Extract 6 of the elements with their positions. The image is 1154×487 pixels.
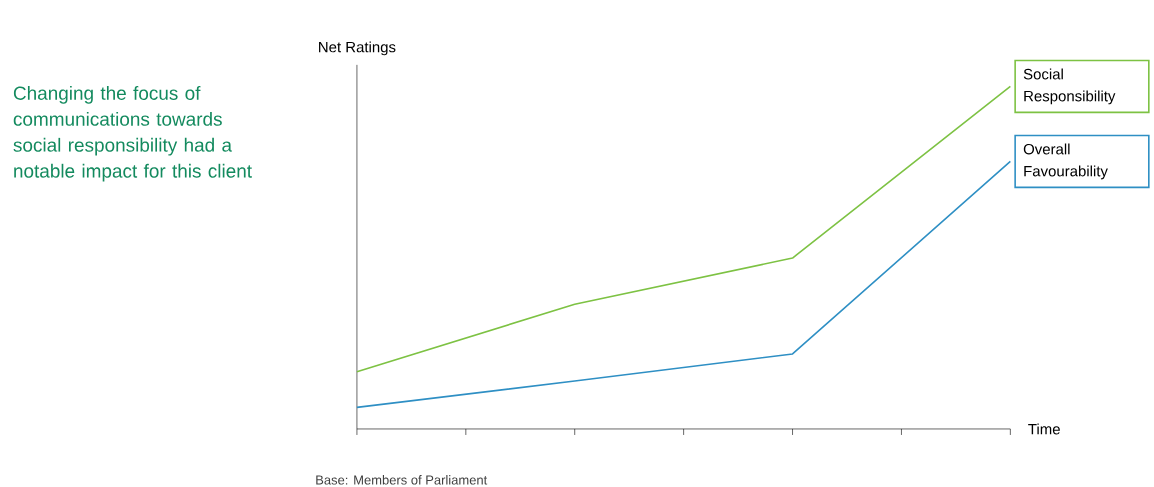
text: Base: Members of Parliament bbox=[316, 475, 488, 485]
x-axis-title: Time bbox=[1028, 423, 1060, 435]
y-axis-title: Net Ratings bbox=[319, 41, 396, 56]
series-label: Overall Favourability bbox=[1023, 143, 1108, 180]
text: Changing the focus of communications towards social responsibility had a notable impact for this client bbox=[13, 86, 252, 182]
series-label: Social Responsibility bbox=[1023, 68, 1116, 105]
